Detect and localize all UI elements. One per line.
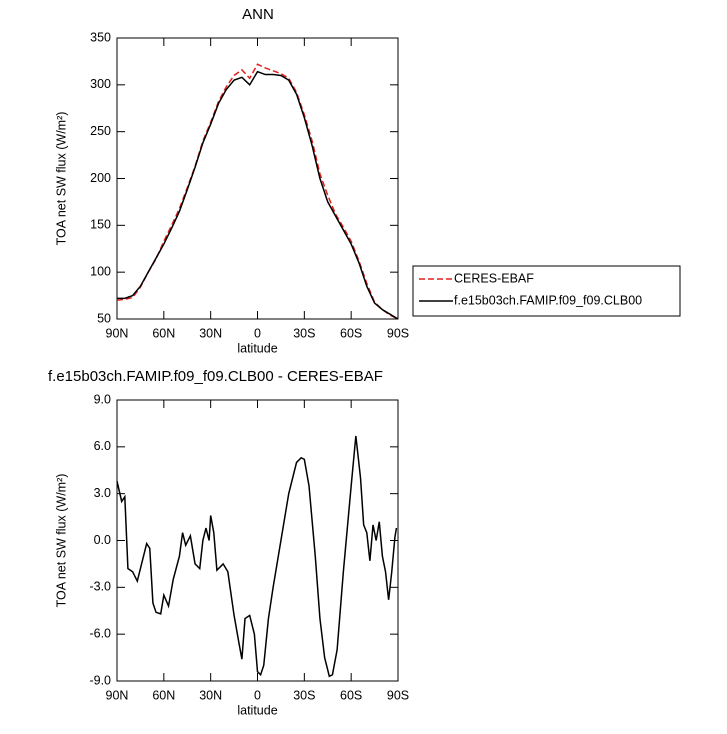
y-tick-label: -3.0 xyxy=(89,580,111,594)
y-tick-label: 50 xyxy=(97,311,111,325)
y-tick-label: 3.0 xyxy=(94,486,111,500)
y-tick-label: 0.0 xyxy=(94,533,111,547)
plot-frame xyxy=(116,37,399,320)
data-line xyxy=(116,435,398,678)
x-tick-label: 60N xyxy=(152,326,175,340)
y-tick-label: 200 xyxy=(90,171,111,185)
y-tick-label: -6.0 xyxy=(89,626,111,640)
x-tick-label: 90N xyxy=(106,326,129,340)
chart-title: ANN xyxy=(242,6,274,23)
y-tick-label: 300 xyxy=(90,77,111,91)
y-tick-label: 100 xyxy=(90,264,111,278)
y-tick-label: 250 xyxy=(90,124,111,138)
legend-label: CERES-EBAF xyxy=(454,271,534,285)
legend-box xyxy=(412,265,681,317)
x-tick-label: 0 xyxy=(254,326,261,340)
x-tick-label: 30N xyxy=(199,688,222,702)
x-axis-label: latitude xyxy=(237,703,277,717)
x-tick-label: 90S xyxy=(387,326,409,340)
x-tick-label: 30S xyxy=(293,326,315,340)
y-tick-label: 6.0 xyxy=(94,439,111,453)
x-tick-label: 90N xyxy=(106,688,129,702)
x-tick-label: 0 xyxy=(254,688,261,702)
data-line xyxy=(116,63,399,320)
x-tick-label: 30N xyxy=(199,326,222,340)
data-line xyxy=(117,70,399,320)
x-tick-label: 60N xyxy=(152,688,175,702)
y-axis-label: TOA net SW flux (W/m²) xyxy=(54,112,68,246)
y-tick-label: 350 xyxy=(90,30,111,44)
y-axis-label: TOA net SW flux (W/m²) xyxy=(54,474,68,608)
x-tick-label: 60S xyxy=(340,688,362,702)
y-tick-label: -9.0 xyxy=(89,673,111,687)
x-tick-label: 30S xyxy=(293,688,315,702)
x-tick-label: 90S xyxy=(387,688,409,702)
y-tick-label: 9.0 xyxy=(94,392,111,406)
chart-title: f.e15b03ch.FAMIP.f09_f09.CLB00 - CERES-E… xyxy=(48,368,383,385)
legend-label: f.e15b03ch.FAMIP.f09_f09.CLB00 xyxy=(454,293,642,307)
x-tick-label: 60S xyxy=(340,326,362,340)
y-tick-label: 150 xyxy=(90,218,111,232)
x-axis-label: latitude xyxy=(237,341,277,355)
